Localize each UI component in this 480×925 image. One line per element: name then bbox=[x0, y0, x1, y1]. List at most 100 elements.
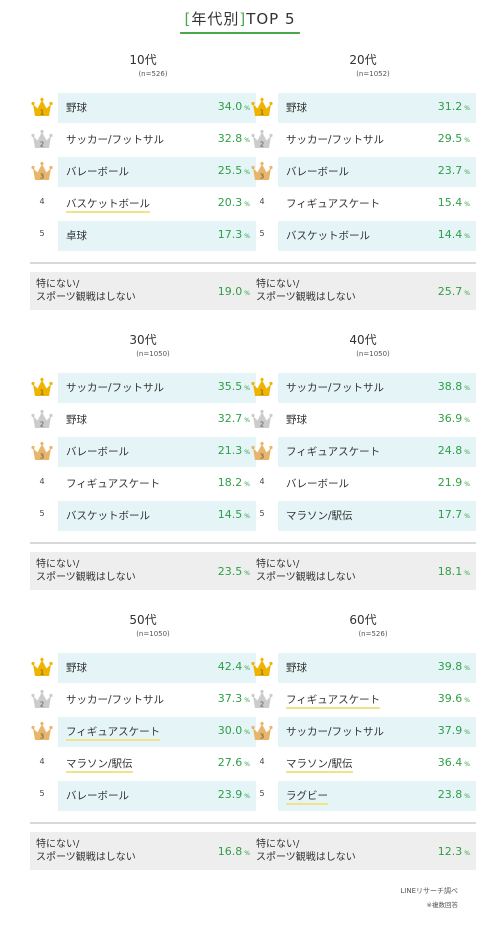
percent-number: 23.8 bbox=[437, 788, 463, 801]
percent-number: 34.0 bbox=[217, 100, 243, 113]
row-background bbox=[58, 221, 256, 251]
age-panel: 40代 (n=1050) 1 サッカー/フットサル 38.8% 2 野球 36.9% 3 フィギュ… bbox=[250, 332, 476, 590]
percent-number: 39.8 bbox=[437, 660, 463, 673]
percent-value: 17.7% bbox=[438, 508, 470, 521]
rank-number: 5 bbox=[259, 229, 265, 238]
no-interest-label: 特にない/スポーツ観戦はしない bbox=[36, 278, 136, 304]
sport-name: 野球 bbox=[286, 414, 307, 426]
percent-unit: % bbox=[464, 793, 470, 800]
no-interest-label: 特にない/スポーツ観戦はしない bbox=[36, 838, 136, 864]
no-interest-row: 特にない/スポーツ観戦はしない 12.3% bbox=[250, 832, 476, 870]
percent-value: 23.7% bbox=[438, 164, 470, 177]
gold-crown-icon: 1 bbox=[30, 96, 54, 120]
sport-name: サッカー/フットサル bbox=[286, 134, 385, 146]
percent-value: 21.3% bbox=[218, 444, 250, 457]
silver-crown-icon: 2 bbox=[250, 128, 274, 152]
percent-value: 23.8% bbox=[438, 788, 470, 801]
percent-value: 37.9% bbox=[438, 724, 470, 737]
title-open-bracket: [ bbox=[184, 10, 192, 28]
rank-number: 4 bbox=[259, 197, 265, 206]
svg-text:2: 2 bbox=[40, 141, 44, 149]
panel-divider bbox=[250, 822, 476, 824]
percent-unit: % bbox=[244, 481, 250, 488]
percent-unit: % bbox=[464, 105, 470, 112]
row-background bbox=[58, 653, 256, 683]
ranking-row: 3 バレーボール 25.5% bbox=[30, 157, 256, 187]
no-interest-line1: 特にない/ bbox=[36, 559, 80, 570]
percent-number: 21.9 bbox=[437, 476, 463, 489]
percent-value: 32.7% bbox=[218, 412, 250, 425]
percent-unit: % bbox=[464, 233, 470, 240]
row-background bbox=[278, 781, 476, 811]
svg-text:3: 3 bbox=[260, 453, 264, 461]
percent-unit: % bbox=[464, 481, 470, 488]
ranking-row: 3 バレーボール 23.7% bbox=[250, 157, 476, 187]
row-background bbox=[278, 717, 476, 747]
row-background bbox=[278, 501, 476, 531]
ranking-row: 4 マラソン/駅伝 27.6% bbox=[30, 749, 256, 779]
ranking-row: 1 野球 39.8% bbox=[250, 653, 476, 683]
sport-name: マラソン/駅伝 bbox=[286, 510, 353, 522]
rank-number: 5 bbox=[39, 509, 45, 518]
no-interest-value: 25.7% bbox=[438, 285, 470, 298]
no-interest-line1: 特にない/ bbox=[256, 279, 300, 290]
row-background bbox=[278, 437, 476, 467]
percent-number: 14.4 bbox=[437, 228, 463, 241]
sport-name: マラソン/駅伝 bbox=[286, 756, 353, 773]
svg-text:2: 2 bbox=[40, 421, 44, 429]
svg-text:1: 1 bbox=[40, 389, 44, 397]
percent-unit: % bbox=[464, 665, 470, 672]
sport-name: 野球 bbox=[66, 662, 87, 674]
percent-unit: % bbox=[244, 697, 250, 704]
percent-unit: % bbox=[244, 169, 250, 176]
panel-sample-size: (n=1050) bbox=[356, 350, 390, 358]
panel-sample-size: (n=1050) bbox=[136, 350, 170, 358]
chart-title: [年代別]TOP 5 bbox=[180, 8, 300, 34]
ranking-row: 1 野球 34.0% bbox=[30, 93, 256, 123]
percent-number: 35.5 bbox=[217, 380, 243, 393]
percent-unit: % bbox=[464, 697, 470, 704]
percent-number: 37.9 bbox=[437, 724, 463, 737]
bronze-crown-icon: 3 bbox=[30, 160, 54, 184]
no-interest-value: 12.3% bbox=[438, 845, 470, 858]
percent-value: 30.0% bbox=[218, 724, 250, 737]
percent-value: 14.5% bbox=[218, 508, 250, 521]
percent-unit: % bbox=[464, 417, 470, 424]
ranking-row: 3 バレーボール 21.3% bbox=[30, 437, 256, 467]
percent-number: 14.5 bbox=[217, 508, 243, 521]
percent-number: 23.9 bbox=[217, 788, 243, 801]
no-interest-row: 特にない/スポーツ観戦はしない 16.8% bbox=[30, 832, 256, 870]
ranking-row: 1 サッカー/フットサル 38.8% bbox=[250, 373, 476, 403]
age-panel: 30代 (n=1050) 1 サッカー/フットサル 35.5% 2 野球 32.7% 3 バレーボ… bbox=[30, 332, 256, 590]
percent-unit: % bbox=[464, 449, 470, 456]
sport-name: フィギュアスケート bbox=[286, 198, 381, 210]
percent-value: 35.5% bbox=[218, 380, 250, 393]
percent-value: 42.4% bbox=[218, 660, 250, 673]
sport-name: サッカー/フットサル bbox=[66, 382, 165, 394]
percent-unit: % bbox=[464, 761, 470, 768]
sport-name: フィギュアスケート bbox=[286, 692, 381, 709]
sport-name: バレーボール bbox=[286, 166, 349, 178]
panel-title: 10代 bbox=[129, 53, 157, 67]
rank-number: 4 bbox=[39, 197, 45, 206]
percent-number: 18.2 bbox=[217, 476, 243, 489]
row-background bbox=[278, 221, 476, 251]
row-background bbox=[58, 781, 256, 811]
age-panel: 50代 (n=1050) 1 野球 42.4% 2 サッカー/フットサル 37.3% 3 フィギュ… bbox=[30, 612, 256, 870]
percent-value: 17.3% bbox=[218, 228, 250, 241]
percent-unit: % bbox=[244, 850, 250, 857]
panel-sample-size: (n=526) bbox=[358, 630, 388, 638]
percent-number: 16.8 bbox=[217, 845, 243, 858]
ranking-row: 5 バスケットボール 14.4% bbox=[250, 221, 476, 251]
percent-number: 32.7 bbox=[217, 412, 243, 425]
percent-unit: % bbox=[244, 449, 250, 456]
chart-title-wrap: [年代別]TOP 5 bbox=[0, 8, 480, 34]
percent-unit: % bbox=[244, 105, 250, 112]
ranking-row: 1 野球 31.2% bbox=[250, 93, 476, 123]
no-interest-line1: 特にない/ bbox=[256, 559, 300, 570]
percent-number: 15.4 bbox=[437, 196, 463, 209]
row-background bbox=[278, 157, 476, 187]
no-interest-line2: スポーツ観戦はしない bbox=[256, 292, 356, 303]
panel-divider bbox=[30, 262, 256, 264]
panel-sample-size: (n=1052) bbox=[356, 70, 390, 78]
